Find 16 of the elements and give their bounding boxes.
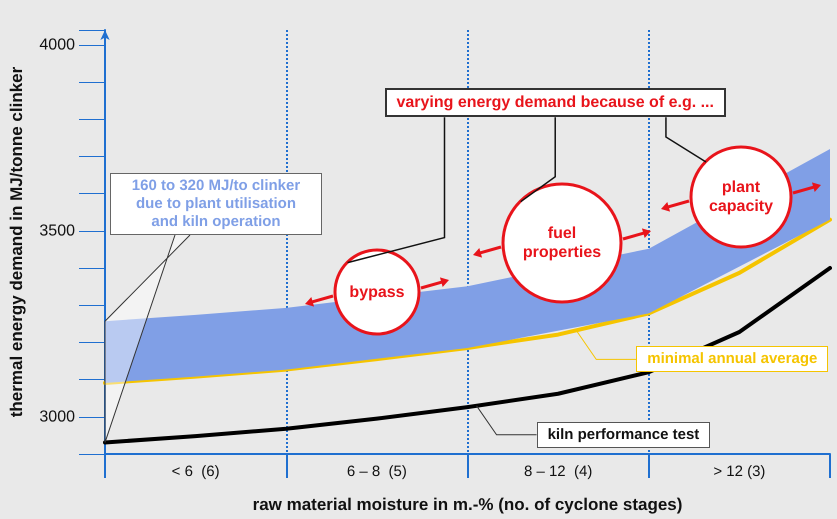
x-tick-label: > 12 (3) bbox=[713, 463, 766, 480]
text: kiln performance test bbox=[536, 422, 710, 448]
y-tick-label: 3000 bbox=[39, 408, 76, 426]
y-tick-label: 4000 bbox=[39, 36, 76, 54]
annotation: fuel properties bbox=[522, 224, 602, 262]
annotation: plant capacity bbox=[708, 178, 774, 216]
x-tick-label: 8 – 12 (4) bbox=[524, 463, 592, 480]
annotation: 160 to 320 MJ/to clinker due to plant utilisation and kiln operation bbox=[110, 173, 322, 235]
annotation: varying energy demand because of e.g. ... bbox=[384, 88, 726, 118]
x-tick-label: 6 – 8 (5) bbox=[346, 463, 407, 480]
y-tick-label: 3500 bbox=[39, 222, 76, 240]
x-axis-title: raw material moisture in m.-% (no. of cyclone stages) bbox=[252, 495, 682, 514]
x-tick-label: < 6 (6) bbox=[172, 463, 220, 480]
text: minimal annual average bbox=[636, 346, 828, 372]
annotation: bypass bbox=[348, 282, 406, 302]
y-axis-title: thermal energy demand in MJ/tonne clinker bbox=[7, 66, 26, 418]
